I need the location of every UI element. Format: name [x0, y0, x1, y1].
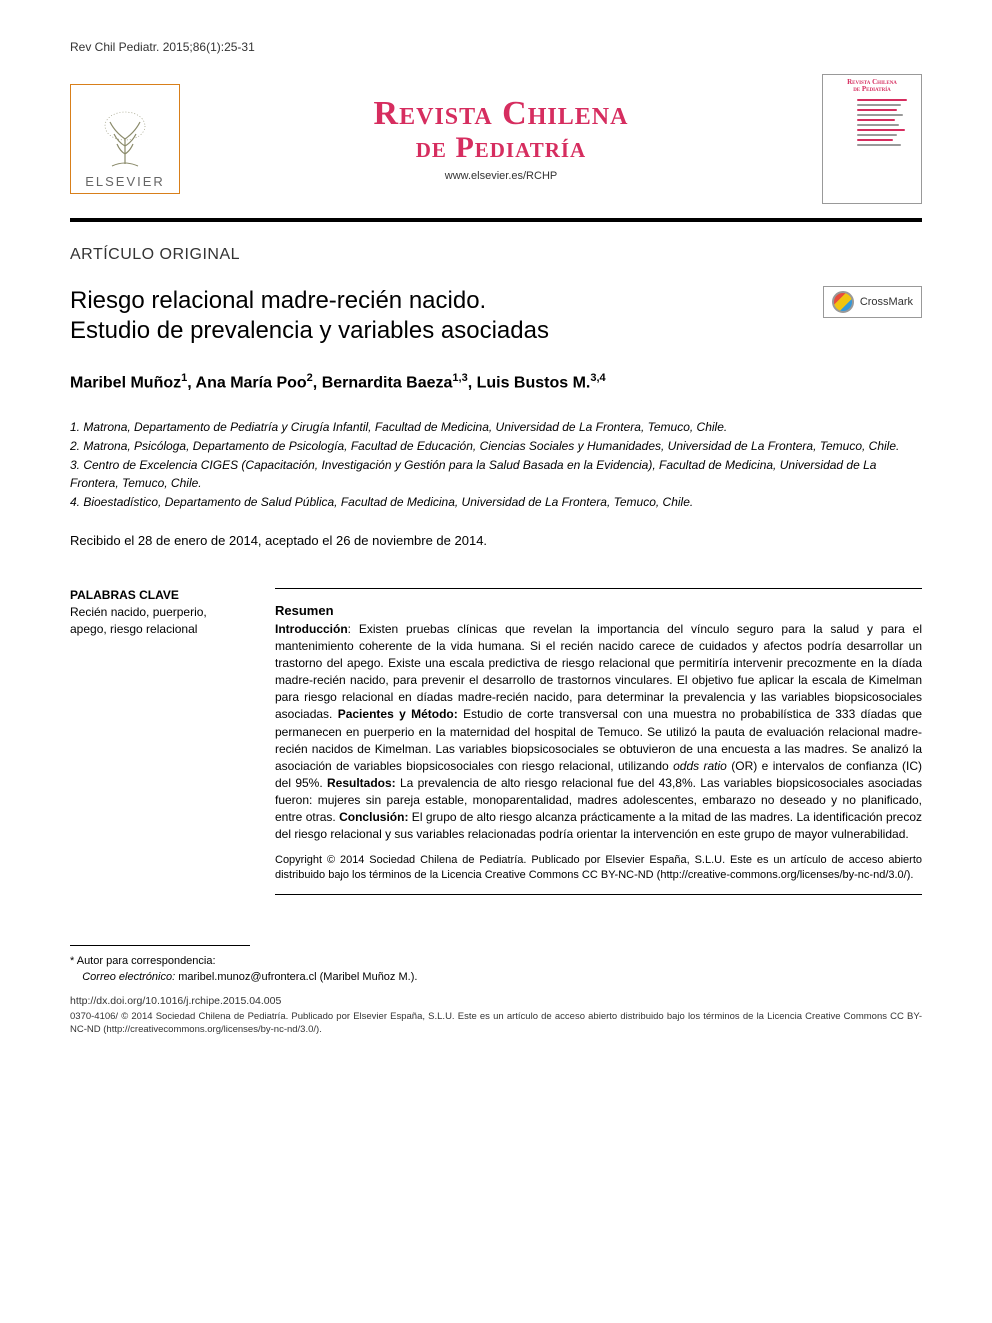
article-title: Riesgo relacional madre-recién nacido. E… [70, 286, 549, 346]
journal-cover-thumbnail: Revista Chilena de Pediatría [822, 74, 922, 204]
crossmark-label: CrossMark [860, 296, 913, 308]
title-line1: Riesgo relacional madre-recién nacido. [70, 287, 486, 314]
header-band: ELSEVIER Revista Chilena de Pediatría ww… [70, 66, 922, 222]
keywords-label: PALABRAS CLAVE [70, 588, 245, 602]
article-type: ARTÍCULO ORIGINAL [70, 246, 922, 264]
elsevier-tree-icon [90, 104, 160, 174]
cover-thumb-lines [827, 99, 917, 146]
journal-title-block: Revista Chilena de Pediatría www.elsevie… [180, 97, 822, 182]
doi: http://dx.doi.org/10.1016/j.rchipe.2015.… [70, 995, 922, 1007]
crossmark-icon [832, 291, 854, 313]
affiliation-line: 4. Bioestadístico, Departamento de Salud… [70, 493, 922, 511]
copyright: Copyright © 2014 Sociedad Chilena de Ped… [275, 853, 922, 896]
footnote-rule [70, 945, 250, 952]
journal-url: www.elsevier.es/RCHP [180, 170, 822, 182]
keywords-text: Recién nacido, puerperio, apego, riesgo … [70, 604, 245, 638]
running-head: Rev Chil Pediatr. 2015;86(1):25-31 [70, 40, 922, 54]
crossmark-badge[interactable]: CrossMark [823, 286, 922, 318]
corr-email-label: Correo electrónico: [82, 971, 175, 983]
journal-title-line1: Revista Chilena [180, 97, 822, 131]
corr-label: * Autor para correspondencia: [70, 955, 216, 967]
elsevier-logo: ELSEVIER [70, 84, 180, 194]
elsevier-wordmark: ELSEVIER [85, 174, 165, 189]
affiliations: 1. Matrona, Departamento de Pediatría y … [70, 418, 922, 511]
article-dates: Recibido el 28 de enero de 2014, aceptad… [70, 533, 922, 548]
abstract-block: PALABRAS CLAVE Recién nacido, puerperio,… [70, 588, 922, 895]
affiliation-line: 2. Matrona, Psicóloga, Departamento de P… [70, 437, 922, 455]
authors: Maribel Muñoz1, Ana María Poo2, Bernardi… [70, 372, 922, 392]
abstract-column: Resumen Introducción: Existen pruebas cl… [275, 588, 922, 895]
abstract-heading: Resumen [275, 603, 922, 618]
abstract-body: Introducción: Existen pruebas clínicas q… [275, 621, 922, 842]
affiliation-line: 1. Matrona, Departamento de Pediatría y … [70, 418, 922, 436]
journal-title-line2: de Pediatría [180, 131, 822, 164]
keywords-column: PALABRAS CLAVE Recién nacido, puerperio,… [70, 588, 245, 895]
title-row: Riesgo relacional madre-recién nacido. E… [70, 286, 922, 346]
title-line2: Estudio de prevalencia y variables asoci… [70, 317, 549, 344]
corr-email: maribel.munoz@ufrontera.cl (Maribel Muño… [178, 971, 417, 983]
correspondence: * Autor para correspondencia: Correo ele… [70, 954, 922, 985]
affiliation-line: 3. Centro de Excelencia CIGES (Capacitac… [70, 456, 922, 492]
issn-copyright-line: 0370-4106/ © 2014 Sociedad Chilena de Pe… [70, 1011, 922, 1036]
cover-thumb-title2: de Pediatría [827, 86, 917, 93]
